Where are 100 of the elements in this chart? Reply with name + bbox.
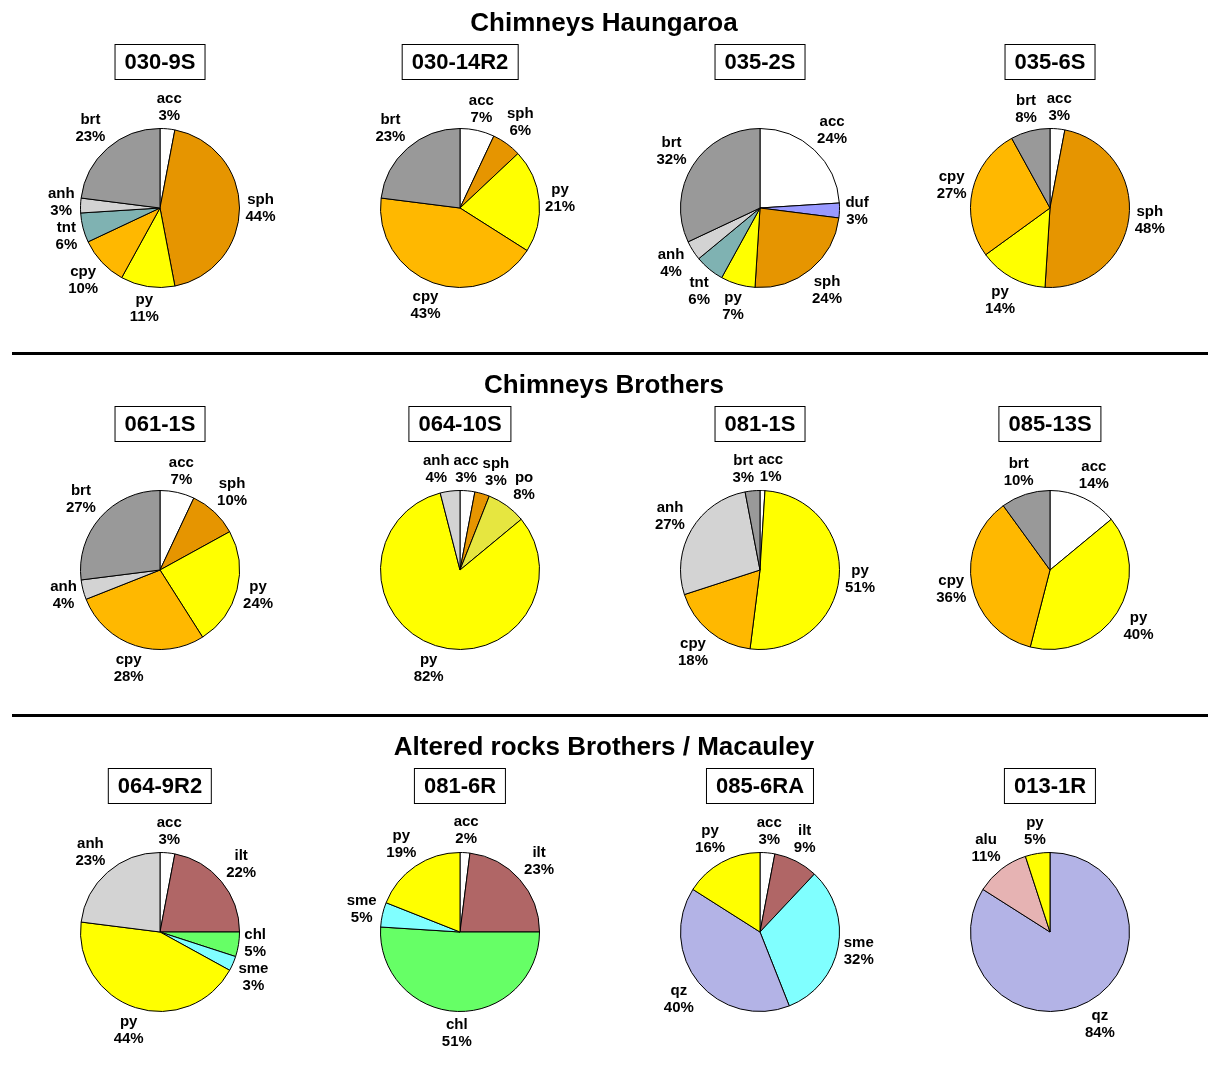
data-label: 36% — [936, 587, 967, 605]
slice-label: acc — [819, 112, 845, 130]
data-label: 14% — [1078, 473, 1109, 491]
data-label: 7% — [170, 469, 193, 487]
slice-label: py — [419, 649, 439, 667]
data-label: 5% — [244, 941, 266, 959]
slice-label: qz — [670, 981, 688, 999]
data-label: 9% — [793, 837, 816, 855]
slice-label: py — [851, 561, 870, 579]
slice-label: py — [1026, 813, 1045, 831]
slice-label: cpy — [70, 262, 97, 280]
text: Altered rocks Brothers / Macauley — [392, 730, 816, 762]
data-label: 43% — [410, 304, 441, 322]
slice-label: py — [724, 287, 743, 305]
text: Chimneys Haungaroa — [469, 6, 739, 38]
slice-label: ilt — [234, 846, 248, 864]
data-label: 40% — [663, 998, 694, 1016]
data-label: 3% — [758, 829, 781, 847]
slice-label: anh — [77, 833, 104, 851]
chart-title: 081-6R — [413, 768, 507, 804]
slice-label: acc — [758, 450, 784, 468]
data-label: 3% — [158, 105, 181, 123]
slice-label: sph — [1136, 202, 1164, 220]
slice-label: acc — [1046, 88, 1072, 106]
chart-title: 064-9R2 — [107, 768, 213, 804]
data-label: 24% — [811, 288, 842, 306]
data-label: 1% — [759, 467, 782, 485]
slice-label: anh — [656, 498, 684, 516]
slice-label: anh — [657, 244, 685, 262]
data-label: 8% — [513, 484, 535, 502]
data-label: 84% — [1084, 1022, 1115, 1040]
slice-label: py — [1129, 608, 1148, 626]
data-label: 3% — [485, 470, 507, 488]
data-label: 10% — [217, 491, 248, 509]
chart-title: 030-9S — [114, 44, 206, 80]
data-label: 3% — [50, 200, 73, 218]
slice-label: acc — [168, 452, 194, 470]
data-label: 2% — [455, 829, 477, 847]
slice-label: py — [392, 826, 411, 844]
slice-label: po — [514, 467, 534, 485]
slice-label: sph — [218, 474, 246, 492]
slice-label: tnt — [689, 273, 709, 291]
slice-label: chl — [244, 924, 266, 942]
slice-label: acc — [156, 88, 182, 106]
slice-label: cpy — [680, 633, 707, 651]
data-label: 8% — [1015, 108, 1037, 126]
slice-label: acc — [1081, 456, 1107, 474]
data-label: 27% — [65, 498, 96, 516]
slice-label: anh — [47, 183, 75, 201]
data-label: 24% — [817, 129, 848, 147]
data-label: 14% — [985, 298, 1016, 316]
data-label: 6% — [509, 121, 532, 139]
data-label: 27% — [936, 184, 967, 202]
slice-label: tnt — [56, 217, 76, 235]
data-label: 51% — [845, 578, 876, 596]
data-label: 32% — [843, 949, 874, 967]
chart-title: 035-2S — [714, 44, 806, 80]
slice-label: alu — [975, 829, 997, 847]
data-label: 3% — [158, 829, 181, 847]
slice-label: py — [991, 281, 1010, 299]
slice-label: anh — [50, 576, 77, 594]
slice-label: sph — [813, 271, 841, 289]
slice-label: cpy — [938, 570, 965, 588]
data-label: 4% — [52, 593, 75, 611]
data-label: 19% — [386, 843, 417, 861]
slice-label: acc — [156, 812, 182, 830]
slice-label: ilt — [798, 820, 812, 838]
slice-label: sme — [238, 959, 269, 977]
slice-label: acc — [453, 812, 479, 830]
data-label: 11% — [971, 846, 1001, 864]
slice-label: brt — [1008, 453, 1029, 471]
chart-title: 085-13S — [998, 406, 1102, 442]
data-label: 32% — [656, 150, 687, 168]
slice-label: anh — [422, 450, 450, 468]
data-label: 3% — [455, 467, 477, 485]
data-label: 5% — [1024, 830, 1046, 848]
data-label: 10% — [1003, 470, 1034, 488]
data-label: 82% — [413, 666, 444, 684]
chart-title: 030-14R2 — [401, 44, 519, 80]
data-label: 11% — [129, 306, 159, 324]
slice-label: cpy — [412, 287, 440, 305]
slice-label: py — [701, 821, 720, 839]
slice-label: sph — [247, 189, 274, 207]
chart-title: 061-1S — [114, 406, 206, 442]
data-label: 6% — [688, 290, 711, 308]
data-label: 5% — [350, 908, 373, 926]
data-label: 28% — [113, 666, 144, 684]
slice-label: py — [551, 180, 570, 198]
slice-label: sph — [507, 104, 534, 122]
slice-label: brt — [733, 450, 754, 468]
chart-title: 035-6S — [1004, 44, 1096, 80]
data-label: 44% — [113, 1028, 144, 1046]
data-label: 24% — [243, 593, 274, 611]
data-label: 40% — [1123, 625, 1154, 643]
slice-label: py — [135, 289, 154, 307]
slice-label: py — [249, 576, 268, 594]
slice-label: py — [119, 1011, 139, 1029]
data-label: 48% — [1134, 219, 1165, 237]
data-label: 22% — [226, 863, 257, 881]
data-label: 27% — [654, 515, 685, 533]
